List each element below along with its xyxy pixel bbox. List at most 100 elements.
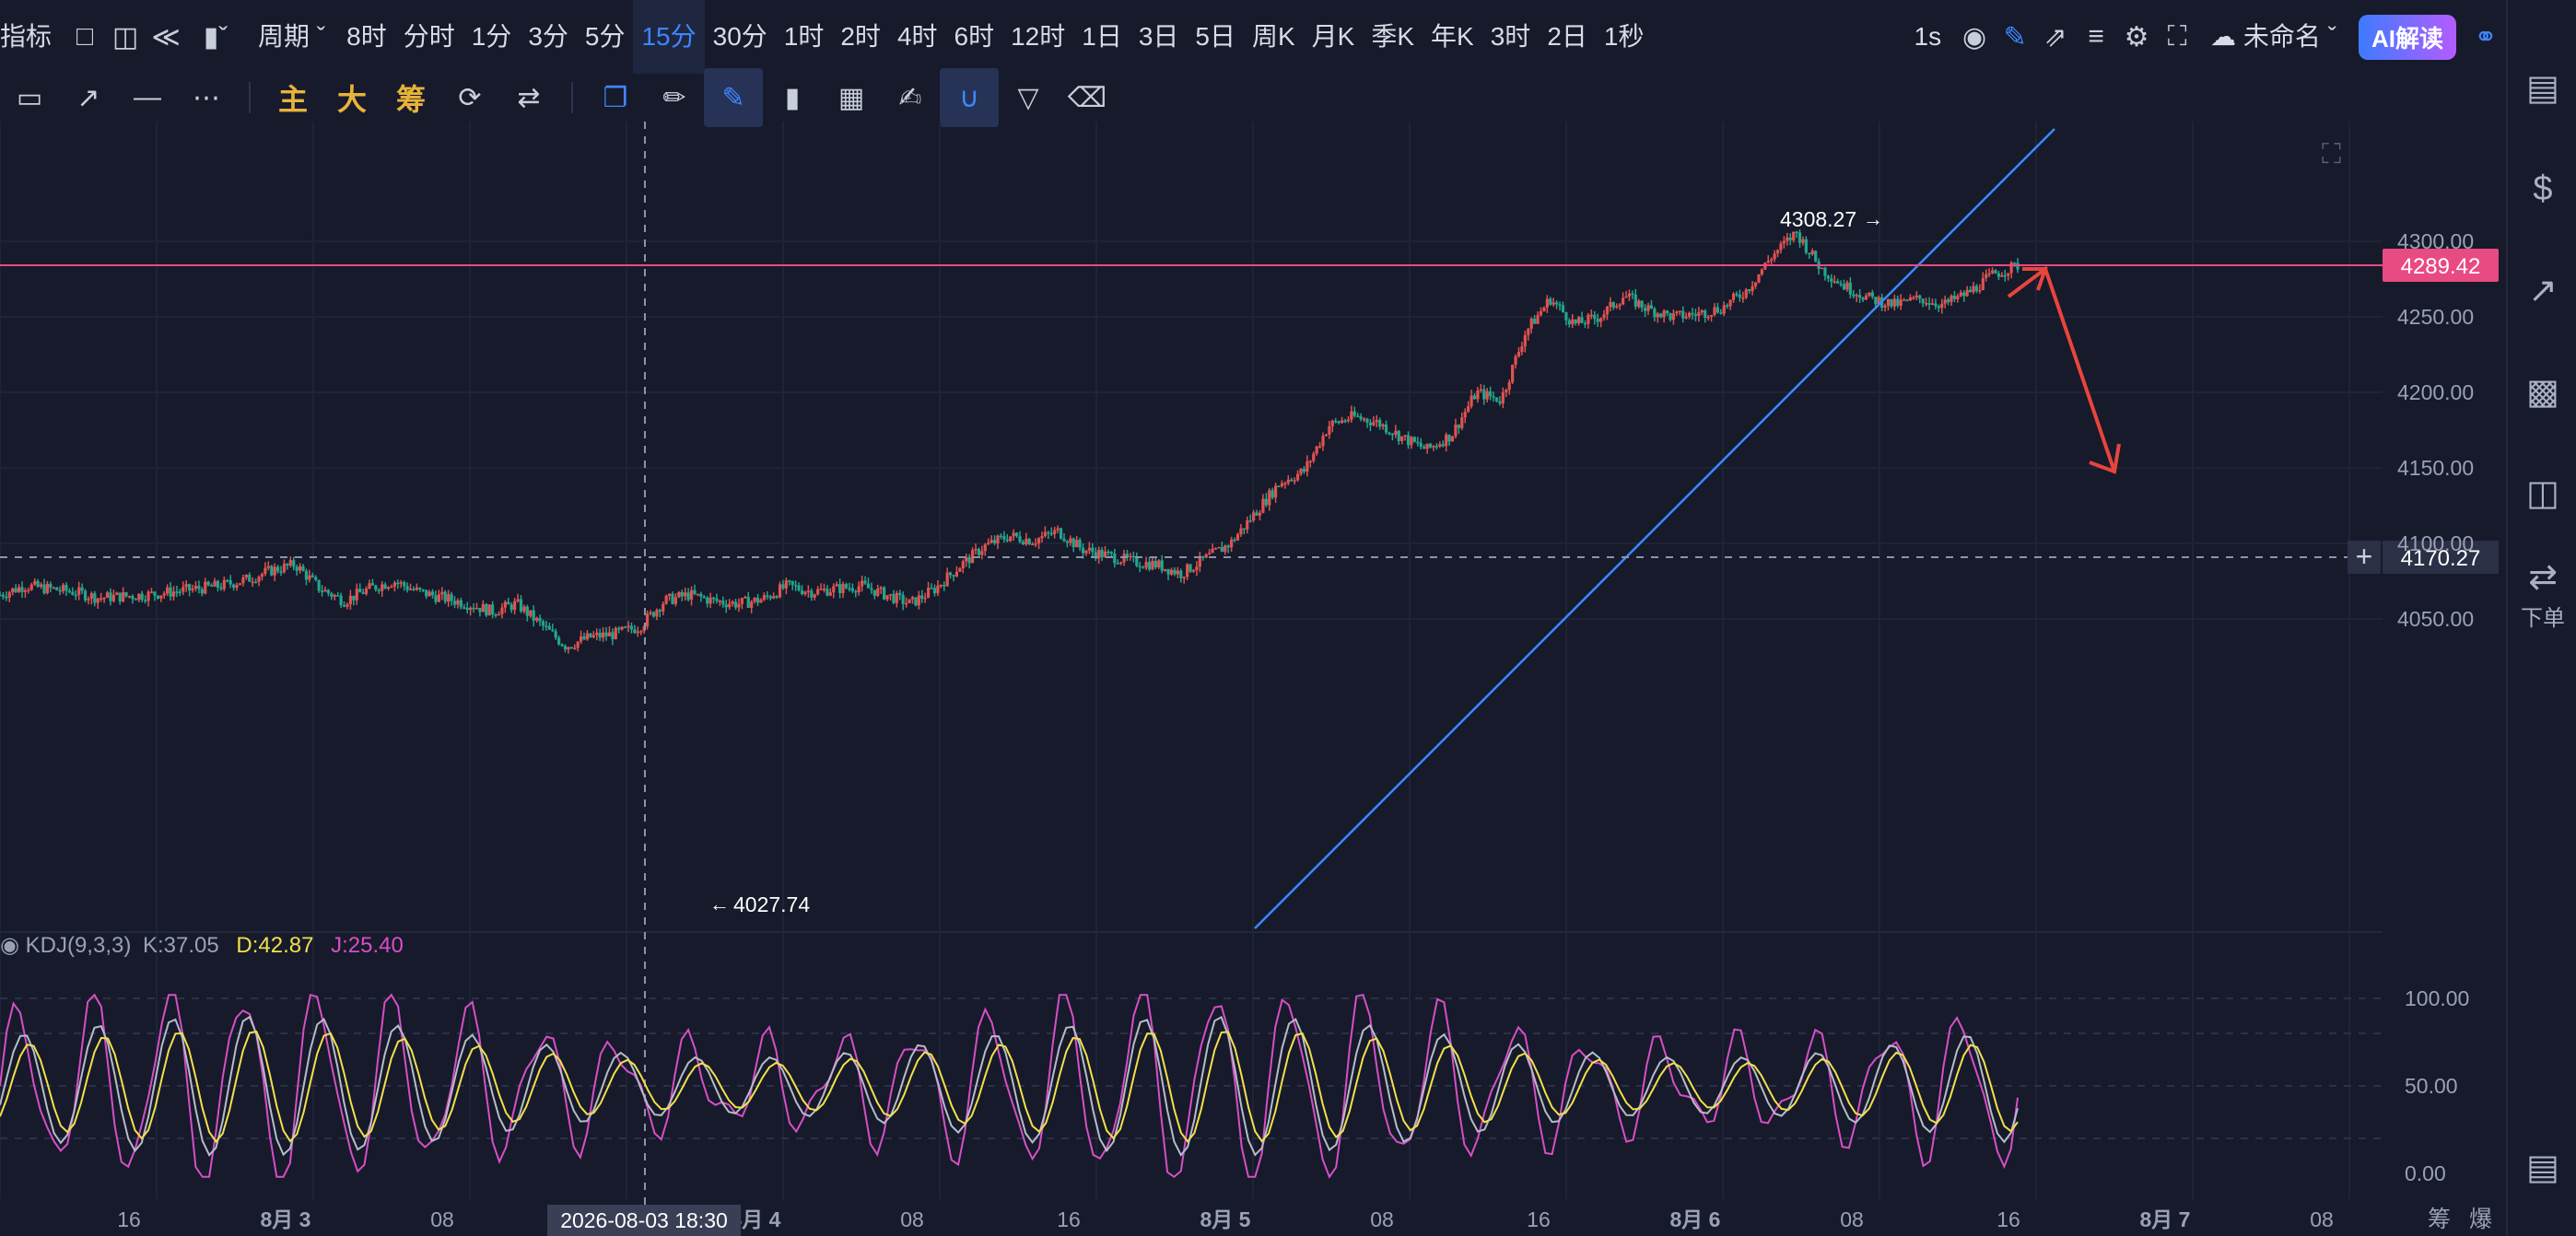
candle-body [1334, 420, 1338, 423]
asset-icon[interactable]: $ [2533, 169, 2553, 208]
period-item[interactable]: 8时 [346, 22, 387, 51]
period-dropdown[interactable]: 周期 ˇ [258, 22, 326, 51]
camera-icon[interactable]: ◉ [1961, 21, 1987, 52]
candle-body [286, 564, 289, 566]
panel-icon[interactable]: ▤ [2526, 1148, 2559, 1187]
candle-body [1040, 536, 1044, 539]
filter-icon[interactable]: ▽ [1017, 82, 1039, 113]
candle-body [1687, 312, 1692, 317]
period-item[interactable]: 周K [1251, 22, 1295, 51]
share-window-icon[interactable]: ⇗ [2043, 21, 2067, 52]
big-order-button[interactable]: 大 [336, 83, 367, 116]
period-item[interactable]: 3日 [1138, 22, 1179, 51]
period-item[interactable]: 1日 [1082, 22, 1122, 51]
chip-button[interactable]: 筹 [395, 83, 426, 116]
candle-body [1507, 382, 1511, 391]
calendar-icon[interactable]: □ [76, 21, 94, 52]
candle-body [77, 587, 81, 596]
period-item[interactable]: 分时 [403, 22, 455, 51]
candle-body [1905, 299, 1909, 301]
period-item[interactable]: 30分 [712, 22, 767, 51]
candle-body [1153, 560, 1157, 568]
layout-icon[interactable]: ◫ [111, 21, 139, 52]
copy-icon[interactable]: ❐ [603, 82, 628, 113]
candle-body [673, 597, 678, 604]
candle-body [494, 614, 498, 616]
main-chart-button[interactable]: 主 [277, 83, 308, 116]
magnet-icon[interactable]: ∪ [940, 68, 999, 127]
chip-footer-button[interactable]: 筹 [2428, 1207, 2451, 1232]
refresh-icon[interactable]: ⟳ [458, 82, 482, 113]
layout-name-dropdown[interactable]: ☁ 未命名 ˇ [2210, 22, 2336, 51]
dashboard-icon[interactable]: ▩ [2526, 372, 2559, 412]
candle-body [1359, 416, 1363, 420]
candle-tool-icon[interactable]: ▮ [784, 82, 801, 113]
trend-line-tool-icon[interactable]: ↗ [76, 82, 100, 113]
etf-icon[interactable]: ◫ [2526, 473, 2559, 513]
trash-icon[interactable]: ⌫ [1067, 82, 1107, 113]
candle-body [977, 549, 981, 555]
ai-interpret-button[interactable]: AI解读 [2358, 14, 2456, 60]
period-item[interactable]: 2日 [1547, 22, 1587, 51]
edit-note-icon[interactable]: ✍ [898, 82, 922, 113]
candle-body [226, 579, 229, 582]
settings-icon[interactable]: ⚙ [2124, 21, 2149, 52]
period-item[interactable]: 12时 [1011, 22, 1066, 51]
trend-icon[interactable]: ↗ [2528, 271, 2558, 310]
candle-body [1147, 562, 1152, 570]
period-item[interactable]: 4时 [896, 22, 938, 51]
period-item[interactable]: 6时 [954, 22, 995, 51]
fullscreen-chart-icon[interactable]: ⛶ [2322, 139, 2341, 169]
period-item[interactable]: 5日 [1195, 22, 1235, 51]
draw-mode-icon[interactable]: ✎ [704, 68, 763, 127]
period-item[interactable]: 1时 [783, 22, 825, 51]
period-item[interactable]: 月K [1311, 22, 1355, 51]
period-item[interactable]: 5分 [584, 22, 626, 51]
period-item[interactable]: 1分 [471, 22, 512, 51]
current-price-value: 4289.42 [2401, 254, 2481, 279]
rectangle-tool-icon[interactable]: ▭ [16, 82, 43, 113]
candle-body [33, 580, 37, 585]
pen-icon[interactable]: ✎ [2003, 21, 2027, 52]
candle-body [1912, 297, 1915, 299]
candle-body [1728, 299, 1732, 307]
clipboard-icon[interactable]: ▦ [837, 82, 865, 113]
candle-body [333, 595, 336, 597]
chart-area[interactable]: 4289.42 4170.27 + 4308.27 → ← 4027.74 43… [0, 122, 2506, 1236]
trend-line[interactable] [1254, 128, 2055, 929]
kdj-eye-icon[interactable]: ◉ [0, 933, 19, 958]
rewind-icon[interactable]: ≪ [151, 21, 181, 52]
share-icon[interactable]: ⚭ [2474, 21, 2498, 52]
order-button[interactable]: ⇄ 下单 [2521, 558, 2565, 631]
candle-body [629, 625, 634, 630]
crosshair-add-button[interactable] [2348, 541, 2381, 574]
candle-body [178, 591, 181, 593]
projection-arrow[interactable] [2007, 265, 2116, 472]
horizontal-line-tool-icon[interactable]: — [134, 82, 161, 112]
fullscreen-icon[interactable]: ⛶ [2167, 21, 2187, 52]
period-item[interactable]: 年K [1431, 22, 1474, 51]
candle-body [1252, 512, 1256, 521]
compare-icon[interactable]: ⇄ [517, 82, 541, 113]
candle-body [1527, 328, 1530, 335]
period-item[interactable]: 季K [1371, 22, 1415, 51]
notes-icon[interactable]: ▤ [2526, 68, 2559, 108]
candle-type-icon[interactable]: ▮ˇ [203, 21, 228, 52]
indicator-button[interactable]: 指标 [0, 22, 53, 51]
candle-body [1119, 562, 1123, 565]
period-item[interactable]: 3时 [1490, 22, 1531, 51]
candle-body [1384, 424, 1388, 433]
list-icon[interactable]: ≡ [2088, 21, 2104, 52]
period-item[interactable]: 1秒 [1603, 22, 1645, 51]
candle-body [1173, 569, 1177, 575]
period-item[interactable]: 2时 [840, 22, 881, 51]
burst-footer-button[interactable]: 爆 [2469, 1207, 2492, 1232]
period-item[interactable]: 3分 [528, 22, 568, 51]
candle-body [396, 582, 400, 585]
more-tools-icon[interactable]: ⋯ [193, 82, 220, 113]
period-item[interactable]: 15分 [633, 0, 705, 74]
ruler-icon[interactable]: ✏ [662, 82, 686, 113]
candle-body [970, 550, 975, 564]
candle-body [544, 625, 548, 627]
interval-button[interactable]: 1s [1914, 22, 1942, 51]
